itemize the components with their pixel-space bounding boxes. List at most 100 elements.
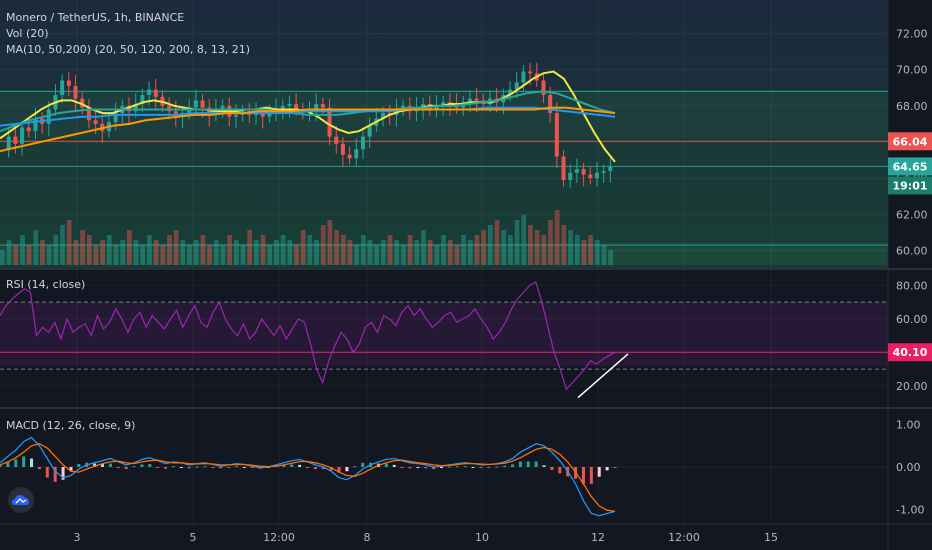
volume-bar [447,240,453,265]
macd-histogram-bar [495,466,499,468]
volume-bar [127,230,132,265]
time-axis-tick-2: 12:00 [263,531,295,544]
macd-histogram-bar [140,464,144,467]
candle-body [133,104,138,112]
macd-histogram-bar [148,464,152,467]
volume-bar [548,220,553,265]
candle-body [93,120,98,124]
candle-body [568,172,573,180]
volume-bar [193,240,199,265]
volume-bar [608,250,613,265]
candle-body [334,136,339,144]
rsi-trendline [577,353,629,399]
candle-body [73,85,78,99]
volume-bar [120,240,126,265]
candle-body [581,169,586,175]
candle-body [548,95,553,114]
volume-bar [153,240,159,265]
macd-legend[interactable]: MACD (12, 26, close, 9) [6,419,135,432]
volume-bar [60,225,65,265]
macd-histogram-bar [408,467,412,469]
volume-bar [340,235,346,265]
macd-histogram-bar [14,459,18,467]
candle-body [207,107,212,115]
candle-body [60,80,65,95]
macd-histogram-bar [534,461,538,467]
candle-body [147,89,152,95]
macd-histogram-bar [455,466,459,468]
price-axis-tick: 68.00 [896,100,928,113]
candle-body [340,143,345,155]
volume-bars [0,210,613,265]
rsi-legend[interactable]: RSI (14, close) [6,278,85,291]
moving-averages [0,70,616,163]
time-axis-tick-5: 12 [591,531,605,544]
macd-axis-tick: 0.00 [896,461,921,474]
volume-bar [421,230,426,265]
macd-histogram-bar [116,467,120,468]
rsi-pane-background [0,272,888,406]
ma-line-ma-200 [0,106,616,153]
time-axis-tick-1: 5 [190,531,197,544]
candle-body [320,104,325,108]
candle-body [153,89,158,97]
candle-body [26,127,31,132]
candle-body [267,113,272,117]
macd-histogram-bar [361,462,365,467]
macd-histogram-bar [581,467,585,484]
candle-body [66,80,71,86]
time-axis-tick-3: 8 [364,531,371,544]
symbol-title[interactable]: Monero / TetherUS, 1h, BINANCE [6,11,185,24]
volume-bar [467,240,473,265]
volume-bar [254,240,259,265]
candle-body [554,113,559,157]
volume-bar [267,245,273,265]
volume-bar [287,240,293,265]
candle-body [521,71,526,83]
candle-body [574,169,579,173]
macd-histogram-bar [313,467,317,470]
volume-bar [0,250,5,265]
candle-body [260,113,265,117]
macd-histogram-bar [282,464,286,467]
volume-bar [594,240,600,265]
macd-histogram-bar [306,467,309,468]
macd-histogram-bar [542,465,546,467]
volume-bar [574,235,580,265]
volume-bar [514,220,520,265]
time-axis-tick-6: 12:00 [668,531,700,544]
price-badge-1-text: 64.65 [893,160,928,173]
macd-pane-background [0,410,888,524]
price-badge-0-bg [888,132,932,151]
volume-bar [73,240,79,265]
volume-bar [314,240,319,265]
volume-bar [561,225,567,265]
candle-body [280,105,285,110]
candle-body [447,102,452,105]
macd-histogram-bar [503,465,507,467]
macd-label: MACD (12, 26, close, 9) [6,419,136,432]
candle-body [367,125,372,137]
macd-axis-tick: -1.00 [896,503,924,516]
tradingview-cloud-icon[interactable] [8,487,34,513]
macd-histogram-bar [156,467,160,468]
ma-legend[interactable]: MA(10, 50,200) (20, 50, 120, 200, 8, 13,… [6,43,250,56]
macd-signal-line [0,443,616,513]
volume-bar [147,235,152,265]
time-axis: 3 5 12:00 8 10 12 12:00 15 [74,531,779,544]
price-badge-2: 19:01 [888,176,932,195]
volume-bar [474,235,480,265]
volume-bar [414,240,420,265]
volume-bar [53,235,59,265]
macd-histogram-bar [463,466,467,468]
volume-bar [233,240,239,265]
macd-histogram-bar [511,464,514,467]
volume-legend[interactable]: Vol (20) [6,27,49,40]
macd-histogram-bar [250,467,254,468]
volume-bar [6,240,12,265]
rsi-series [0,281,888,399]
volume-bar [113,245,119,265]
price-axes: 72.0070.0068.0066.0064.0062.0060.0080.00… [896,28,928,517]
volume-bar [554,210,560,265]
